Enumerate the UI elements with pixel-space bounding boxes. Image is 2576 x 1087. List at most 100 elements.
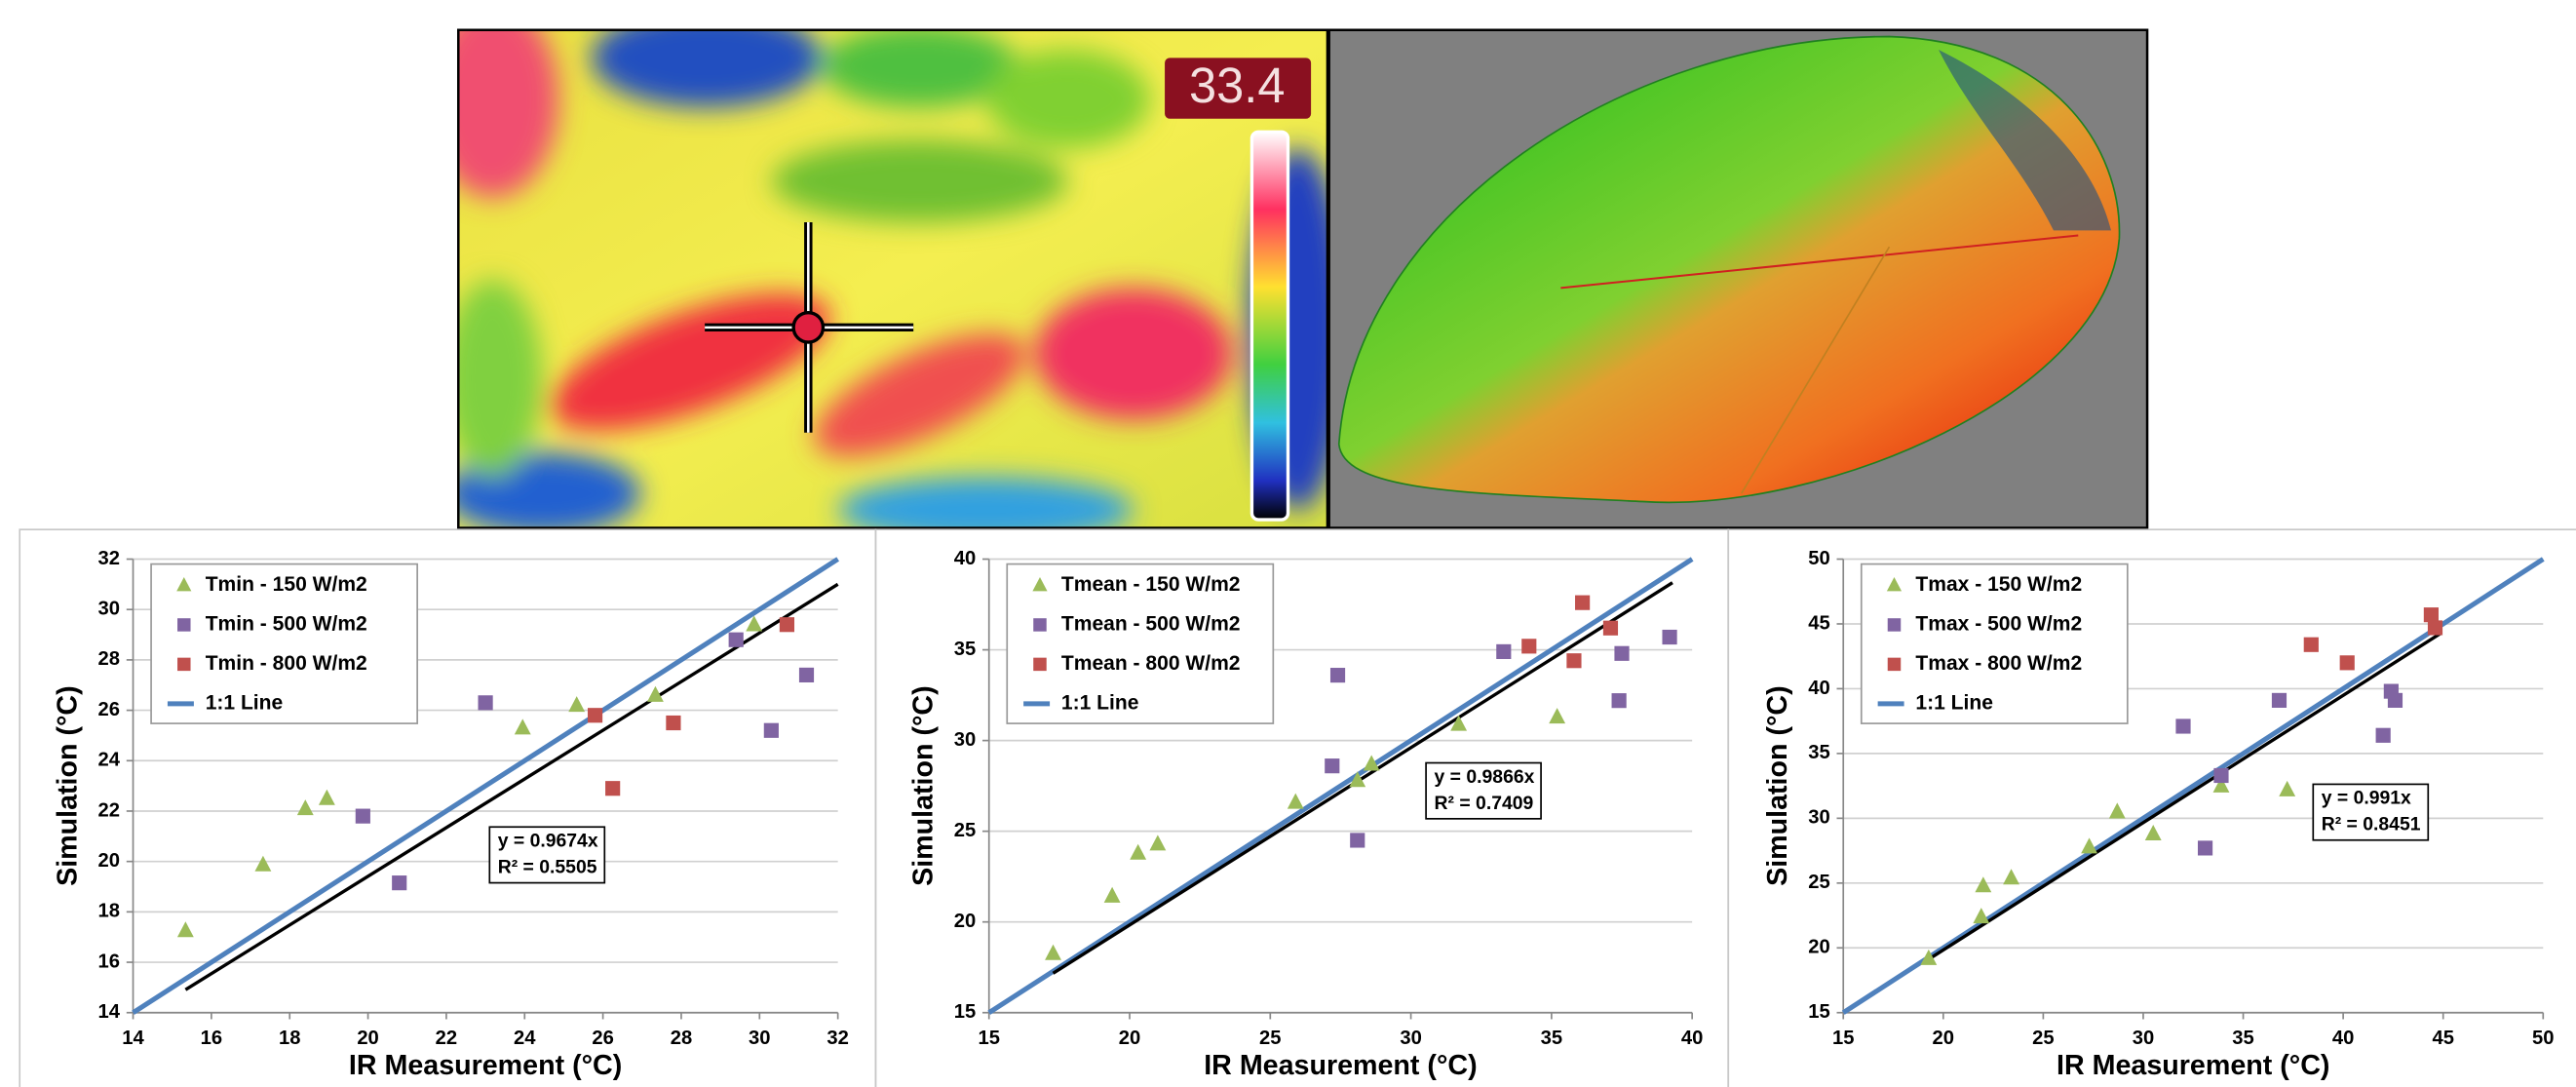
point-square (587, 708, 603, 723)
x-tick-label: 28 (671, 1028, 693, 1049)
x-axis-title: IR Measurement (°C) (349, 1050, 622, 1081)
trend-line (1929, 631, 2442, 960)
point-square (1329, 668, 1346, 683)
point-triangle (254, 855, 272, 872)
point-square (2271, 692, 2288, 708)
point-triangle (1450, 715, 1468, 731)
point-triangle (1975, 876, 1992, 893)
point-square (1325, 758, 1340, 774)
y-tick-label: 28 (98, 648, 120, 670)
point-triangle (1349, 771, 1366, 788)
point-square (478, 695, 493, 711)
x-tick-label: 20 (357, 1028, 379, 1049)
x-tick-label: 30 (749, 1028, 771, 1049)
x-tick-label: 50 (2532, 1028, 2555, 1049)
point-triangle (2279, 780, 2296, 796)
y-tick-label: 15 (954, 1001, 976, 1023)
point-square (2339, 655, 2355, 671)
point-square (2197, 840, 2213, 856)
x-tick-label: 14 (122, 1028, 144, 1049)
point-triangle (2212, 776, 2230, 793)
annotation-box (488, 826, 606, 884)
legend-label: 1:1 Line (206, 691, 284, 714)
y-axis-title: Simulation (°C) (1762, 685, 1793, 886)
x-tick-label: 25 (1259, 1028, 1282, 1049)
y-axis-title: Simulation (°C) (52, 685, 83, 886)
point-square (1614, 645, 1630, 661)
point-triangle (2108, 802, 2126, 819)
y-tick-label: 25 (1808, 872, 1830, 893)
point-square (1662, 629, 1677, 645)
point-triangle (1149, 835, 1167, 851)
point-triangle (2003, 869, 2019, 885)
legend-label: Tmin - 500 W/m2 (206, 612, 367, 635)
legend-label: Tmean - 500 W/m2 (1061, 612, 1241, 635)
legend-label: 1:1 Line (1061, 691, 1139, 714)
thermal-image: 33.4 (458, 29, 1327, 528)
y-tick-label: 35 (954, 639, 976, 660)
legend-box (1006, 563, 1275, 724)
legend-label: Tmax - 150 W/m2 (1915, 573, 2082, 596)
reference-line (1841, 557, 2545, 1015)
point-square (798, 667, 815, 682)
annotation-text: R² = 0.5505 (498, 857, 597, 878)
x-tick-label: 30 (1400, 1028, 1422, 1049)
point-square (1566, 653, 1582, 669)
legend-marker (1033, 657, 1047, 672)
legend-marker (177, 657, 191, 672)
x-tick-label: 32 (827, 1028, 849, 1049)
x-axis-title: IR Measurement (°C) (2057, 1050, 2329, 1081)
point-square (1575, 595, 1591, 610)
y-tick-label: 30 (98, 599, 120, 620)
x-tick-label: 40 (1681, 1028, 1704, 1049)
point-square (728, 632, 744, 647)
annotation-text: y = 0.991x (2322, 788, 2411, 809)
point-triangle (514, 718, 531, 735)
y-tick-label: 16 (98, 951, 120, 972)
legend-marker (1887, 657, 1902, 672)
annotation-text: R² = 0.8451 (2322, 814, 2421, 835)
point-square (355, 808, 370, 824)
point-triangle (1130, 843, 1147, 860)
annotation-text: y = 0.9866x (1435, 766, 1535, 788)
reference-line (132, 557, 840, 1015)
y-tick-label: 50 (1808, 548, 1830, 569)
legend-marker (1886, 577, 1903, 592)
point-triangle (296, 799, 314, 816)
x-tick-label: 35 (2232, 1028, 2254, 1049)
x-tick-label: 25 (2032, 1028, 2055, 1049)
point-triangle (2144, 825, 2162, 841)
point-triangle (176, 921, 194, 938)
legend-label: Tmean - 150 W/m2 (1061, 573, 1241, 596)
point-square (2387, 692, 2403, 708)
y-tick-label: 30 (954, 729, 976, 751)
x-tick-label: 20 (1119, 1028, 1140, 1049)
trend-line (184, 582, 839, 991)
x-tick-label: 20 (1933, 1028, 1955, 1049)
y-tick-label: 20 (98, 850, 120, 872)
annotation-text: y = 0.9674x (498, 831, 598, 852)
point-square (1496, 643, 1512, 660)
y-tick-label: 24 (98, 750, 121, 771)
x-tick-label: 40 (2332, 1028, 2355, 1049)
point-square (666, 715, 681, 731)
point-triangle (1045, 944, 1061, 960)
y-tick-label: 20 (1808, 937, 1830, 958)
legend-label: Tmean - 800 W/m2 (1061, 652, 1241, 675)
legend-marker (177, 618, 191, 632)
x-tick-label: 16 (201, 1028, 223, 1049)
point-square (779, 617, 795, 633)
point-square (763, 722, 779, 738)
y-tick-label: 45 (1808, 612, 1830, 634)
panel-frame (1727, 528, 2576, 1087)
annotation-text: R² = 0.7409 (1435, 793, 1534, 814)
y-tick-label: 26 (98, 699, 120, 720)
y-tick-label: 35 (1808, 742, 1830, 763)
legend-marker (1887, 618, 1902, 632)
chart: 14 16 18 20 22 24 26 28 30 32 14 16 18 20 22 24 26 28 30 32… (52, 548, 849, 1081)
point-square (392, 875, 407, 891)
legend-label: Tmax - 800 W/m2 (1915, 652, 2082, 675)
point-triangle (1363, 755, 1380, 771)
